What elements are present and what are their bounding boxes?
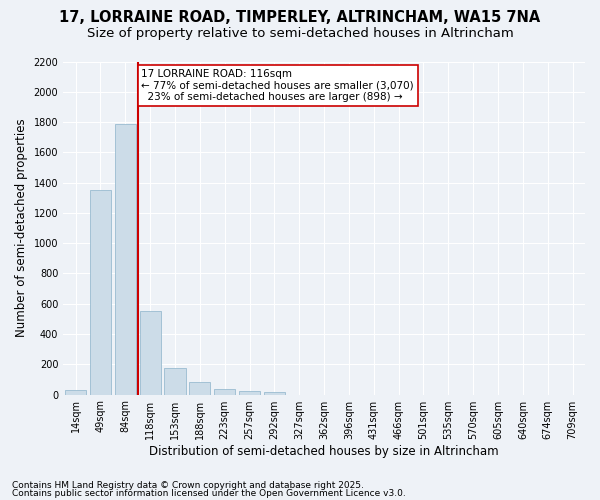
Bar <box>239 391 260 394</box>
Bar <box>264 392 285 394</box>
Text: Contains public sector information licensed under the Open Government Licence v3: Contains public sector information licen… <box>12 488 406 498</box>
Bar <box>115 124 136 394</box>
Bar <box>140 312 161 394</box>
Bar <box>189 382 211 394</box>
Bar <box>65 390 86 394</box>
Bar <box>164 368 185 394</box>
Text: 17 LORRAINE ROAD: 116sqm
← 77% of semi-detached houses are smaller (3,070)
  23%: 17 LORRAINE ROAD: 116sqm ← 77% of semi-d… <box>142 69 414 102</box>
X-axis label: Distribution of semi-detached houses by size in Altrincham: Distribution of semi-detached houses by … <box>149 444 499 458</box>
Text: Contains HM Land Registry data © Crown copyright and database right 2025.: Contains HM Land Registry data © Crown c… <box>12 481 364 490</box>
Bar <box>214 390 235 394</box>
Y-axis label: Number of semi-detached properties: Number of semi-detached properties <box>15 118 28 338</box>
Bar <box>90 190 111 394</box>
Text: 17, LORRAINE ROAD, TIMPERLEY, ALTRINCHAM, WA15 7NA: 17, LORRAINE ROAD, TIMPERLEY, ALTRINCHAM… <box>59 10 541 25</box>
Text: Size of property relative to semi-detached houses in Altrincham: Size of property relative to semi-detach… <box>86 28 514 40</box>
